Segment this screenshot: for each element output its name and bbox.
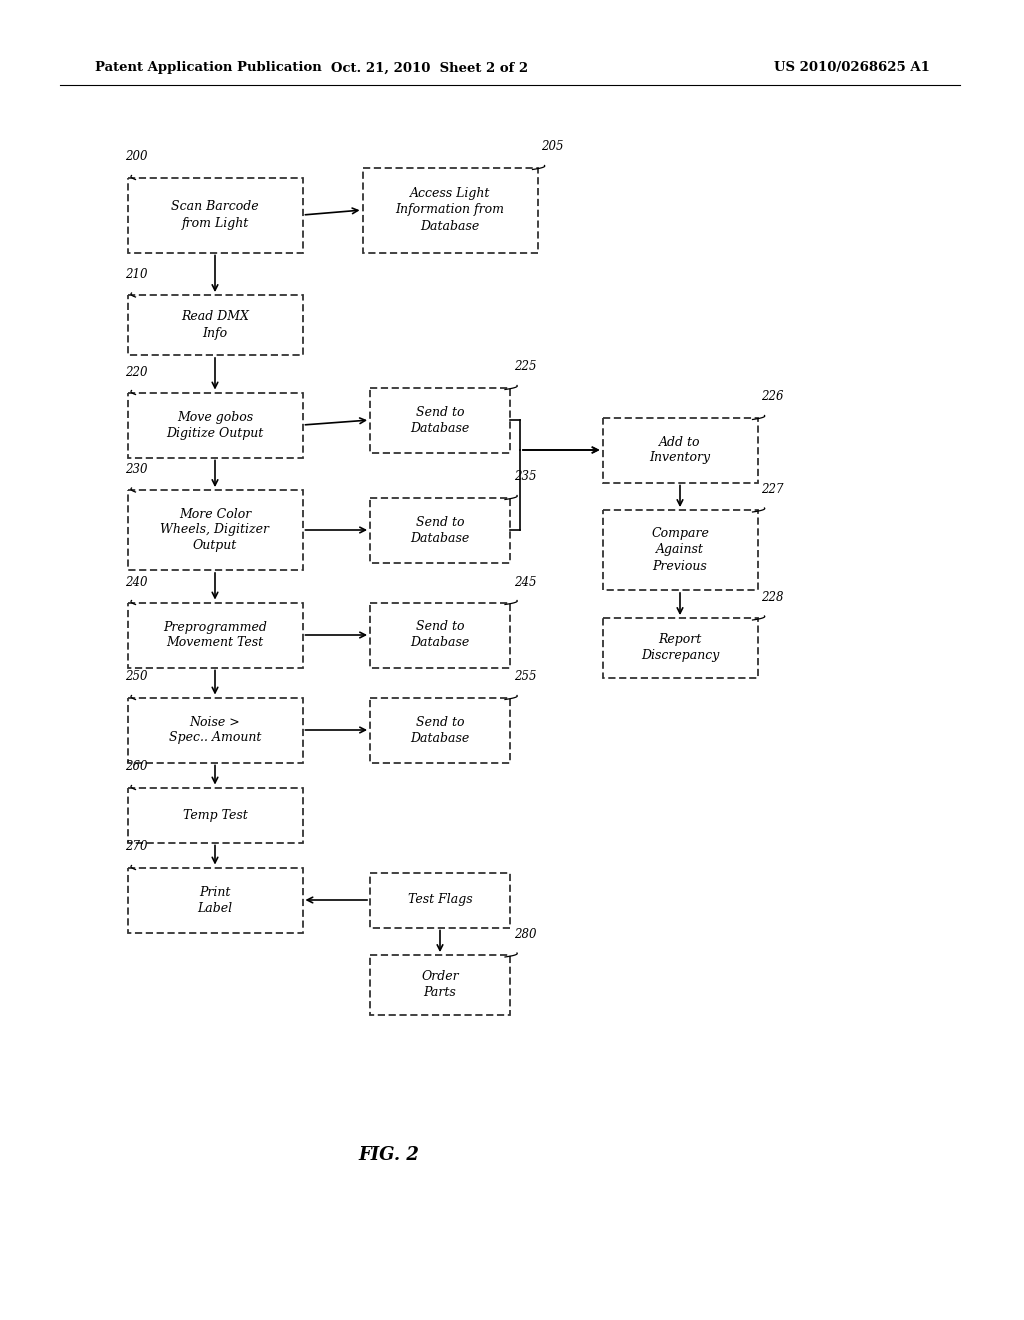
Text: 280: 280 xyxy=(514,928,537,941)
Bar xyxy=(370,498,510,562)
Text: 226: 226 xyxy=(762,391,784,404)
Bar xyxy=(362,168,538,252)
Text: 230: 230 xyxy=(126,463,148,477)
Text: 260: 260 xyxy=(126,760,148,774)
Text: Report
Discrepancy: Report Discrepancy xyxy=(641,634,719,663)
Text: Read DMX
Info: Read DMX Info xyxy=(181,310,249,339)
Bar xyxy=(370,602,510,668)
Bar xyxy=(128,867,302,932)
Bar xyxy=(370,954,510,1015)
Bar xyxy=(128,697,302,763)
Text: Noise >
Spec.. Amount: Noise > Spec.. Amount xyxy=(169,715,261,744)
Text: Scan Barcode
from Light: Scan Barcode from Light xyxy=(171,201,259,230)
Text: 235: 235 xyxy=(514,470,537,483)
Bar xyxy=(128,788,302,842)
Bar xyxy=(128,490,302,570)
Bar xyxy=(602,417,758,483)
Text: 220: 220 xyxy=(126,366,148,379)
Text: 250: 250 xyxy=(126,671,148,684)
Text: 205: 205 xyxy=(542,140,564,153)
Text: More Color
Wheels, Digitizer
Output: More Color Wheels, Digitizer Output xyxy=(161,507,269,553)
Text: Temp Test: Temp Test xyxy=(182,808,248,821)
Text: 245: 245 xyxy=(514,576,537,589)
Text: Access Light
Information from
Database: Access Light Information from Database xyxy=(395,187,505,232)
Bar xyxy=(128,602,302,668)
Bar xyxy=(128,177,302,252)
Text: Send to
Database: Send to Database xyxy=(411,620,470,649)
Text: 255: 255 xyxy=(514,671,537,684)
Text: FIG. 2: FIG. 2 xyxy=(358,1146,420,1164)
Text: Send to
Database: Send to Database xyxy=(411,516,470,544)
Text: 200: 200 xyxy=(126,150,148,164)
Text: Move gobos
Digitize Output: Move gobos Digitize Output xyxy=(166,411,263,440)
Text: 210: 210 xyxy=(126,268,148,281)
Bar xyxy=(370,388,510,453)
Text: Oct. 21, 2010  Sheet 2 of 2: Oct. 21, 2010 Sheet 2 of 2 xyxy=(332,62,528,74)
Text: US 2010/0268625 A1: US 2010/0268625 A1 xyxy=(774,62,930,74)
Bar xyxy=(128,392,302,458)
Text: Send to
Database: Send to Database xyxy=(411,715,470,744)
Bar xyxy=(128,294,302,355)
Text: 240: 240 xyxy=(126,576,148,589)
Text: 225: 225 xyxy=(514,360,537,374)
Text: Compare
Against
Previous: Compare Against Previous xyxy=(651,528,709,573)
Bar xyxy=(370,873,510,928)
Text: Test Flags: Test Flags xyxy=(408,894,472,907)
Text: Patent Application Publication: Patent Application Publication xyxy=(95,62,322,74)
Bar xyxy=(602,618,758,678)
Text: 270: 270 xyxy=(126,841,148,854)
Text: 227: 227 xyxy=(762,483,784,496)
Text: Order
Parts: Order Parts xyxy=(421,970,459,999)
Bar xyxy=(602,510,758,590)
Text: Add to
Inventory: Add to Inventory xyxy=(649,436,711,465)
Text: Send to
Database: Send to Database xyxy=(411,405,470,434)
Text: 228: 228 xyxy=(762,591,784,605)
Text: Preprogrammed
Movement Test: Preprogrammed Movement Test xyxy=(163,620,267,649)
Text: Print
Label: Print Label xyxy=(198,886,232,915)
Bar xyxy=(370,697,510,763)
